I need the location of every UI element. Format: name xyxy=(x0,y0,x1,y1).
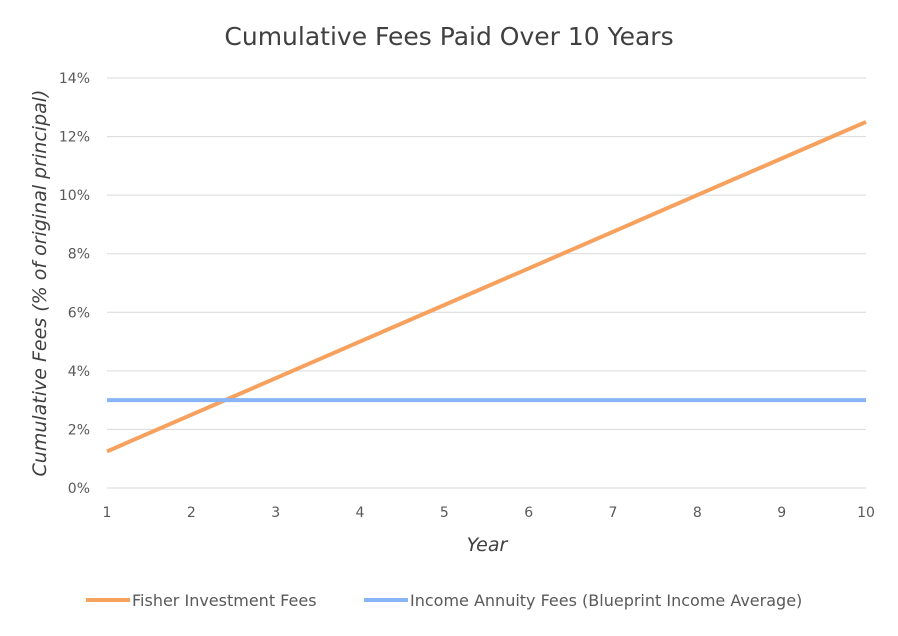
x-tick-label: 7 xyxy=(609,505,618,521)
y-tick-label: 0% xyxy=(68,481,90,497)
x-tick-label: 9 xyxy=(777,505,786,521)
y-tick-label: 10% xyxy=(59,188,90,204)
x-tick-label: 8 xyxy=(693,505,702,521)
x-tick-label: 3 xyxy=(271,505,280,521)
y-tick-label: 14% xyxy=(59,71,90,87)
y-tick-label: 8% xyxy=(68,247,90,263)
x-tick-label: 6 xyxy=(524,505,533,521)
series-lines xyxy=(106,120,867,454)
legend-label-1: Income Annuity Fees (Blueprint Income Av… xyxy=(410,591,802,610)
chart-title: Cumulative Fees Paid Over 10 Years xyxy=(224,22,673,51)
x-tick-label: 10 xyxy=(857,505,875,521)
x-axis-ticks: 1 2 3 4 5 6 7 8 9 10 xyxy=(103,505,875,521)
series-line-0 xyxy=(106,120,867,454)
x-tick-label: 5 xyxy=(440,505,449,521)
y-tick-label: 2% xyxy=(68,422,90,438)
y-axis-ticks: 0% 2% 4% 6% 8% 10% 12% 14% xyxy=(59,71,90,497)
y-axis-title: Cumulative Fees (% of original principal… xyxy=(29,90,51,477)
y-tick-label: 6% xyxy=(68,305,90,321)
y-tick-label: 12% xyxy=(59,130,90,146)
y-tick-label: 4% xyxy=(68,364,90,380)
x-axis-title: Year xyxy=(467,534,509,556)
x-tick-label: 2 xyxy=(187,505,196,521)
gridlines xyxy=(107,77,866,489)
legend: Fisher Investment Fees Income Annuity Fee… xyxy=(86,591,802,610)
legend-label-0: Fisher Investment Fees xyxy=(132,591,317,610)
x-tick-label: 4 xyxy=(356,505,365,521)
x-tick-label: 1 xyxy=(103,505,112,521)
